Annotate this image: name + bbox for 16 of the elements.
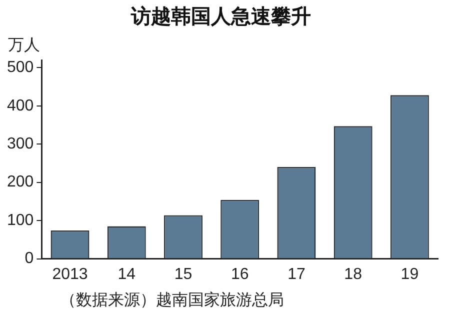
x-tick-label: 18 (344, 266, 362, 283)
y-tick-label: 500 (6, 59, 34, 76)
x-tick-label: 2013 (52, 266, 88, 283)
x-tick-label: 16 (230, 266, 249, 283)
y-tick-label: 300 (6, 136, 34, 153)
y-tick-label: 200 (6, 174, 34, 191)
text: （数据来源）越南国家旅游总局 (60, 290, 284, 311)
x-tick-label: 15 (174, 266, 192, 283)
x-tick-label: 17 (288, 266, 306, 283)
x-tick-label: 14 (118, 266, 136, 283)
y-tick-label: 0 (24, 250, 34, 268)
y-axis-title: 万人 (8, 35, 40, 54)
y-tick-label: 400 (6, 97, 34, 114)
chart-title: 访越韩国人急速攀升 (130, 4, 311, 28)
x-tick-label: 19 (400, 266, 419, 283)
y-tick-label: 100 (6, 212, 34, 229)
